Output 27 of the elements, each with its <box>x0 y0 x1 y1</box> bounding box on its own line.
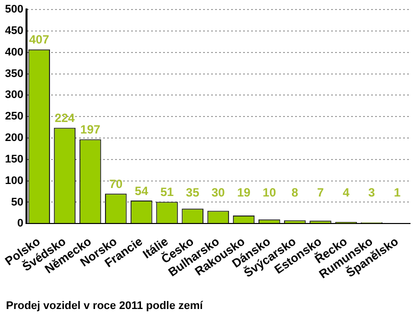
y-tick-label: 150 <box>4 153 24 166</box>
data-label: 54 <box>134 184 148 198</box>
data-label: 19 <box>237 186 251 200</box>
y-tick-label: 50 <box>11 196 24 208</box>
text: Prodej vozidel v roce 2011 podle zemí <box>6 300 203 312</box>
y-tick-label: 0 <box>17 218 24 230</box>
data-label: 51 <box>160 185 174 200</box>
y-tick-label: 100 <box>4 174 24 187</box>
y-tick-label: 350 <box>4 68 24 80</box>
data-label: 7 <box>317 186 324 200</box>
data-label: 10 <box>262 186 276 200</box>
data-label: 224 <box>54 111 76 126</box>
data-label: 4 <box>342 186 350 200</box>
data-label: 8 <box>292 186 299 200</box>
y-tick-label: 400 <box>4 46 24 58</box>
y-tick-label: 450 <box>4 25 24 38</box>
y-tick-label: 300 <box>4 89 24 102</box>
y-tick-label: 500 <box>4 4 24 16</box>
data-label: 407 <box>29 32 50 47</box>
data-label: 197 <box>80 122 101 137</box>
data-label: 1 <box>394 186 401 200</box>
y-tick-label: 200 <box>4 132 24 144</box>
data-label: 3 <box>368 186 376 200</box>
data-label: 35 <box>186 186 200 200</box>
data-label: 70 <box>109 176 123 191</box>
y-tick-label: 250 <box>4 110 24 123</box>
data-label: 30 <box>211 186 226 200</box>
